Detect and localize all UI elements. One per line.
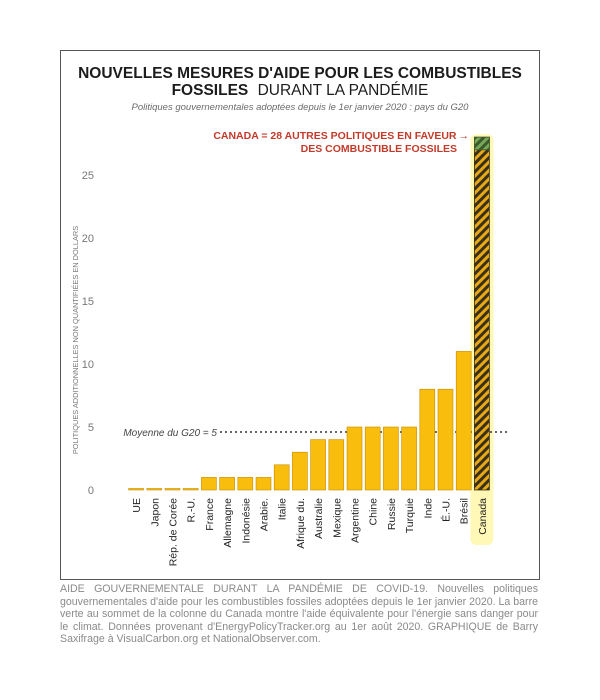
canada-annotation-arrow: →	[459, 130, 470, 142]
canada-annotation-line2: DES COMBUSTIBLE FOSSILES	[301, 143, 457, 155]
bar	[383, 426, 399, 491]
bar	[401, 426, 417, 491]
y-tick-label: 20	[82, 233, 94, 245]
chart-title-line2-regular: DURANT LA PANDÉMIE	[258, 82, 429, 99]
x-tick-label: Canada	[477, 498, 489, 535]
x-tick-label: UE	[131, 498, 143, 513]
x-tick-label: Inde	[422, 498, 434, 519]
chart-caption: AIDE GOUVERNEMENTALE DURANT LA PANDÉMIE …	[60, 583, 538, 646]
x-tick-label: Afrique du.	[295, 498, 307, 549]
bar	[346, 426, 363, 491]
y-tick-label: 10	[82, 359, 94, 371]
x-tick-label: Chine	[368, 498, 380, 526]
chart-frame	[60, 50, 540, 580]
x-tick-label: Arabie.	[259, 498, 271, 531]
x-axis-labels: UE Japon Rép. de Corée R.-U. France Allemagne…	[131, 498, 489, 566]
chart-subtitle: Politiques gouvernementales adoptées dep…	[132, 102, 470, 113]
x-tick-label: Allemagne	[222, 498, 234, 548]
x-tick-label: Australie	[313, 498, 325, 539]
x-tick-label: R.-U.	[186, 498, 198, 523]
x-tick-label: Rép. de Corée	[168, 498, 180, 566]
bar	[237, 477, 254, 491]
x-tick-label: Indonésie	[240, 498, 252, 544]
bars	[128, 136, 490, 491]
x-tick-label: Brésil	[459, 498, 471, 524]
chart-title-line2: FOSSILES DURANT LA PANDÉMIE	[172, 82, 429, 99]
bar	[310, 439, 326, 491]
bar	[255, 477, 272, 491]
y-axis-label: POLITIQUES ADDITIONNELLES NON QUANTIFIÉE…	[71, 226, 80, 454]
x-tick-label: Argentine	[350, 498, 362, 543]
bar-canada-green-top	[473, 136, 490, 151]
bar	[455, 351, 472, 491]
bar	[201, 477, 217, 491]
y-tick-label: 0	[88, 485, 94, 497]
bar	[219, 477, 235, 491]
bar-chart: NOUVELLES MESURES D'AIDE POUR LES COMBUS…	[71, 65, 522, 566]
y-tick-label: 25	[82, 170, 94, 182]
y-tick-label: 15	[82, 296, 94, 308]
bar-canada	[473, 136, 490, 491]
bar	[364, 426, 381, 491]
x-tick-label: Turquie	[404, 498, 416, 533]
chart-title-line2-bold: FOSSILES	[172, 82, 249, 99]
x-tick-label: Russie	[386, 498, 398, 530]
canada-annotation-text1: CANADA = 28 AUTRES POLITIQUES EN FAVEUR	[213, 130, 457, 142]
chart-title: NOUVELLES MESURES D'AIDE POUR LES COMBUS…	[78, 65, 522, 82]
bar	[182, 488, 199, 491]
bar	[146, 488, 163, 491]
x-tick-label: Mexique	[331, 498, 343, 538]
y-tick-label: 5	[88, 422, 94, 434]
x-tick-label: Italie	[277, 498, 289, 520]
x-tick-label: France	[204, 498, 216, 531]
canada-annotation-line1: CANADA = 28 AUTRES POLITIQUES EN FAVEUR →	[213, 130, 469, 142]
bar	[128, 488, 144, 491]
bar	[419, 388, 436, 491]
average-label: Moyenne du G20 = 5	[123, 428, 217, 439]
x-tick-label: É.-U.	[440, 498, 453, 522]
bar	[164, 488, 181, 491]
x-tick-label: Japon	[149, 498, 161, 527]
bar	[273, 464, 290, 491]
bar	[328, 439, 345, 491]
bar	[292, 451, 308, 491]
bar	[437, 388, 454, 491]
y-axis: 0 5 10 15 20 25	[82, 170, 94, 497]
